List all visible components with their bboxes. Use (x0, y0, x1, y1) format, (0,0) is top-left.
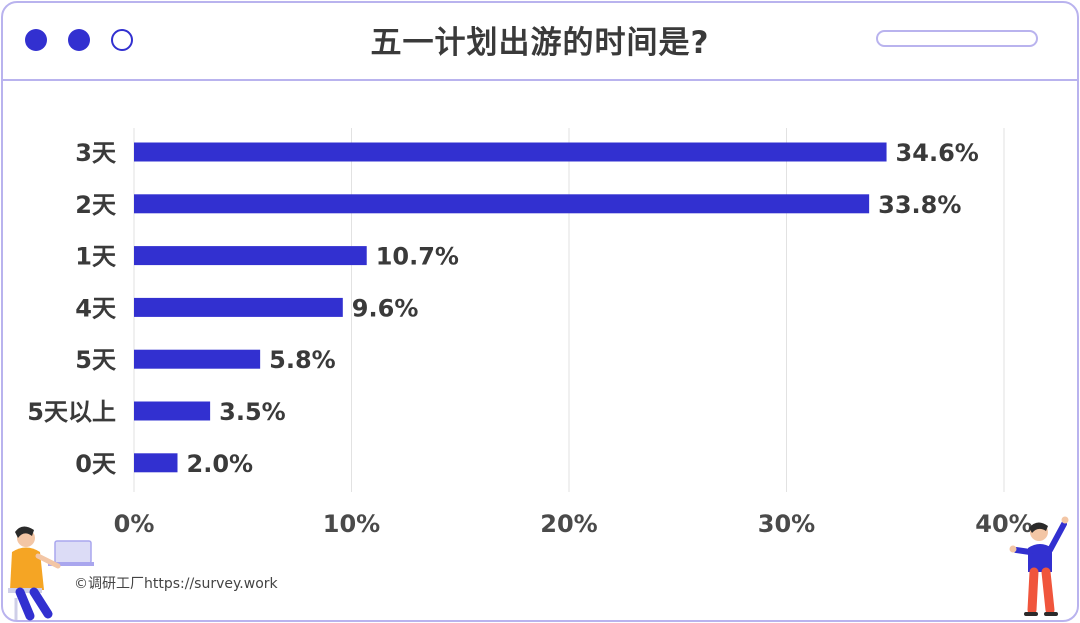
x-tick-label-10: 10% (323, 510, 380, 538)
chart-title: 五一计划出游的时间是? (370, 25, 710, 61)
bar-1 (134, 194, 870, 214)
x-tick-labels: 0% 10% 20% 30% 40% (114, 510, 1033, 538)
category-label-0: 3天 (75, 139, 116, 167)
window-dot-2 (68, 29, 90, 51)
bar-4 (134, 349, 261, 369)
bar-2 (134, 246, 367, 266)
value-label-4: 5.8% (269, 346, 336, 374)
value-label-2: 10.7% (376, 243, 459, 271)
title-bar: 五一计划出游的时间是? (3, 3, 1077, 81)
credit-text: ©调研工厂https://survey.work (74, 576, 278, 592)
bar-0 (134, 142, 887, 162)
bars (134, 142, 887, 473)
category-label-3: 4天 (75, 294, 116, 322)
value-label-3: 9.6% (352, 294, 419, 322)
category-label-4: 5天 (75, 346, 116, 374)
category-label-2: 1天 (75, 243, 116, 271)
category-labels: 3天 2天 1天 4天 5天 5天以上 0天 (27, 139, 116, 478)
category-label-6: 0天 (75, 450, 116, 478)
value-labels: 34.6% 33.8% 10.7% 9.6% 5.8% 3.5% 2.0% (187, 139, 979, 478)
value-label-6: 2.0% (187, 450, 254, 478)
bar-3 (134, 297, 343, 317)
x-tick-label-30: 30% (758, 510, 815, 538)
x-tick-label-0: 0% (114, 510, 155, 538)
title-pill-decoration (876, 30, 1038, 47)
value-label-5: 3.5% (219, 398, 286, 426)
x-tick-label-20: 20% (540, 510, 597, 538)
person-at-laptop-illustration (8, 526, 94, 621)
value-label-1: 33.8% (878, 191, 961, 219)
bar-6 (134, 453, 178, 473)
window-dot-3 (111, 29, 133, 51)
person-pointing-illustration (1009, 516, 1069, 616)
gridlines (133, 128, 1005, 492)
window-dot-1 (25, 29, 47, 51)
x-tick-label-40: 40% (975, 510, 1032, 538)
bar-5 (134, 401, 211, 421)
category-label-1: 2天 (75, 191, 116, 219)
value-label-0: 34.6% (896, 139, 979, 167)
category-label-5: 5天以上 (27, 398, 116, 426)
